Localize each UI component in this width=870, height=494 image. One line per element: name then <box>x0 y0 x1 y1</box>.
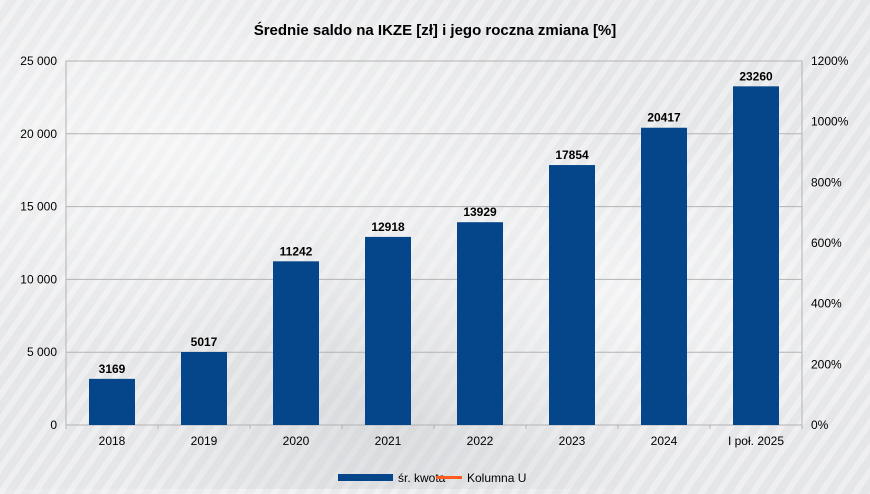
x-tick-label: 2023 <box>559 434 586 448</box>
chart-title: Średnie saldo na IKZE [zł] i jego roczna… <box>254 21 617 39</box>
plot-area-border <box>65 60 803 426</box>
y-tick-label: 10 000 <box>20 272 57 286</box>
data-label: 11242 <box>280 244 313 258</box>
data-label: 17854 <box>555 148 589 162</box>
bar <box>365 236 411 425</box>
bar <box>549 165 595 425</box>
x-tick-label: I poł. 2025 <box>728 434 784 448</box>
y-tick-label: 5 000 <box>27 345 57 359</box>
bar <box>733 86 779 425</box>
legend-label-series-2: Kolumna U <box>467 471 526 485</box>
bar <box>89 378 135 425</box>
x-tick-label: 2018 <box>99 434 126 448</box>
y-tick-label: 25 000 <box>20 54 57 68</box>
y2-tick-label: 1000% <box>811 115 849 129</box>
grid <box>65 60 803 426</box>
y-tick-label: 0 <box>50 418 57 432</box>
legend-swatch-series-1 <box>338 474 393 481</box>
y2-tick-label: 1200% <box>811 54 849 68</box>
bar <box>181 351 227 425</box>
data-label: 3169 <box>99 362 126 376</box>
bars <box>89 86 779 425</box>
x-tick-label: 2022 <box>467 434 494 448</box>
data-label: 5017 <box>191 335 218 349</box>
axes: 0 5 000 10 000 15 000 20 000 25 000 0% 200% 400%… <box>20 54 848 448</box>
x-tick-label: 2019 <box>191 434 218 448</box>
y-tick-label: 15 000 <box>20 200 57 214</box>
bar <box>273 261 319 425</box>
y-tick-label: 20 000 <box>20 127 57 141</box>
legend: śr. kwota Kolumna U <box>338 471 526 485</box>
y2-tick-label: 800% <box>811 175 842 189</box>
bar <box>641 127 687 425</box>
x-tick-label: 2021 <box>375 434 402 448</box>
y2-tick-label: 600% <box>811 236 842 250</box>
x-tick-label: 2020 <box>283 434 310 448</box>
legend-label-series-1: śr. kwota <box>398 471 446 485</box>
x-tick-label: 2024 <box>651 434 678 448</box>
y2-tick-label: 400% <box>811 297 842 311</box>
data-label: 13929 <box>463 205 497 219</box>
y2-tick-label: 200% <box>811 357 842 371</box>
data-label: 12918 <box>371 220 405 234</box>
data-label: 23260 <box>739 69 773 83</box>
bar <box>457 222 503 425</box>
y2-tick-label: 0% <box>811 418 829 432</box>
data-label: 20417 <box>647 111 681 125</box>
data-labels: 3169 5017 11242 12918 13929 17854 20417 23260 <box>99 69 773 376</box>
